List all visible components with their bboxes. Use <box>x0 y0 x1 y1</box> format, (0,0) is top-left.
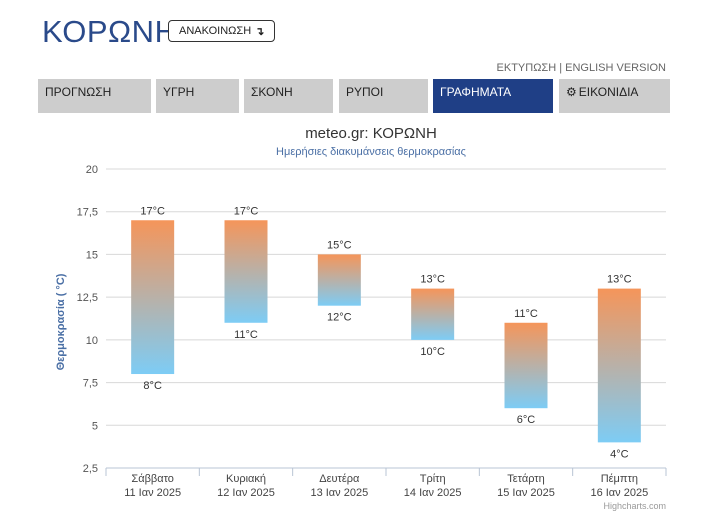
low-label: 4°C <box>610 448 629 460</box>
link-separator: | <box>559 62 563 74</box>
high-label: 15°C <box>327 239 352 251</box>
range-bar[interactable] <box>411 288 455 340</box>
x-tick-date: 11 Ιαν 2025 <box>124 487 181 499</box>
grid-lines <box>106 168 666 469</box>
data-labels: 17°C 8°C 17°C 11°C 15°C 12°C 13°C 10°C 11°C 6°C 13… <box>140 205 631 460</box>
low-label: 11°C <box>234 329 258 341</box>
x-tick-day: Σάββατο <box>131 473 173 485</box>
tab-forecast-label: ΠΡΟΓΝΩΣΗ <box>45 85 112 99</box>
tab-humidity-label: ΥΓΡΗ <box>163 85 195 99</box>
print-link[interactable]: ΕΚΤΥΠΩΣΗ <box>496 62 557 74</box>
x-tick-date: 16 Ιαν 2025 <box>590 487 648 499</box>
y-tick-label: 20 <box>86 164 98 176</box>
x-tick-day: Τετάρτη <box>507 473 545 485</box>
range-bar[interactable] <box>131 220 175 375</box>
tab-pollutants-label: ΡΥΠΟΙ <box>346 85 384 99</box>
x-tick-day: Τρίτη <box>420 473 446 485</box>
y-tick-label: 2,5 <box>83 463 98 475</box>
high-label: 17°C <box>234 205 259 217</box>
page-title: ΚΟΡΩΝΗ <box>42 14 178 49</box>
x-tick-day: Κυριακή <box>226 473 266 485</box>
low-label: 6°C <box>517 414 536 426</box>
range-bar[interactable] <box>224 220 268 323</box>
tab-dust-label: ΣΚΟΝΗ <box>251 85 293 99</box>
high-label: 13°C <box>607 274 632 286</box>
range-bar[interactable] <box>317 254 361 306</box>
x-tick-date: 15 Ιαν 2025 <box>497 487 555 499</box>
chart-subtitle: Ημερήσιες διακυμάνσεις θερμοκρασίας <box>276 146 466 158</box>
y-tick-label: 10 <box>86 335 98 347</box>
tab-icons-label: ΕΙΚΟΝΙΔΙΑ <box>578 85 639 99</box>
chart-title: meteo.gr: ΚΟΡΩΝΗ <box>305 125 437 142</box>
tab-charts[interactable]: ΓΡΑΦΗΜΑΤΑ <box>433 79 553 113</box>
tab-charts-label: ΓΡΑΦΗΜΑΤΑ <box>440 85 512 99</box>
y-axis-ticks: 2,5 5 7,5 10 12,5 15 17,5 20 <box>77 164 98 475</box>
high-label: 13°C <box>420 274 445 286</box>
x-tick-day: Πέμπτη <box>601 473 638 485</box>
tab-dust[interactable]: ΣΚΟΝΗ <box>244 79 333 113</box>
range-bar[interactable] <box>597 288 641 443</box>
x-tick-date: 14 Ιαν 2025 <box>404 487 462 499</box>
nav-tabs: ΠΡΟΓΝΩΣΗ ΥΓΡΗ ΣΚΟΝΗ ΡΥΠΟΙ ΓΡΑΦΗΜΑΤΑ ⚙ ΕΙΚ… <box>38 79 670 113</box>
y-tick-label: 15 <box>86 249 98 261</box>
low-label: 8°C <box>143 380 162 392</box>
high-label: 17°C <box>140 205 165 217</box>
range-bar[interactable] <box>504 322 548 409</box>
low-label: 12°C <box>327 312 352 324</box>
tab-humidity[interactable]: ΥΓΡΗ <box>156 79 239 113</box>
range-bars <box>131 220 641 443</box>
high-label: 11°C <box>514 308 538 320</box>
y-tick-label: 12,5 <box>77 292 98 304</box>
tab-pollutants[interactable]: ΡΥΠΟΙ <box>339 79 428 113</box>
announcement-button[interactable]: ΑΝΑΚΟΙΝΩΣΗ ↴ <box>168 20 276 42</box>
low-label: 10°C <box>420 346 445 358</box>
x-tick-date: 13 Ιαν 2025 <box>310 487 368 499</box>
x-tick-day: Δευτέρα <box>319 473 360 485</box>
tab-forecast[interactable]: ΠΡΟΓΝΩΣΗ <box>38 79 151 113</box>
arrow-down-icon: ↴ <box>255 25 265 38</box>
tab-icons[interactable]: ⚙ ΕΙΚΟΝΙΔΙΑ <box>559 79 670 113</box>
top-links: ΕΚΤΥΠΩΣΗ | ENGLISH VERSION <box>497 62 666 74</box>
english-version-link[interactable]: ENGLISH VERSION <box>565 62 666 74</box>
y-tick-label: 5 <box>92 420 98 432</box>
temperature-chart: meteo.gr: ΚΟΡΩΝΗ Ημερήσιες διακυμάνσεις … <box>55 125 667 511</box>
y-axis-label: Θερμοκρασία ( °C) <box>55 273 67 370</box>
gear-icon: ⚙ <box>566 85 577 99</box>
y-tick-label: 7,5 <box>83 378 98 390</box>
x-tick-date: 12 Ιαν 2025 <box>217 487 275 499</box>
chart-credits[interactable]: Highcharts.com <box>603 501 666 511</box>
x-axis: Σάββατο 11 Ιαν 2025 Κυριακή 12 Ιαν 2025 Δευτ… <box>105 468 667 499</box>
y-tick-label: 17,5 <box>77 207 98 219</box>
announcement-label: ΑΝΑΚΟΙΝΩΣΗ <box>179 25 252 37</box>
